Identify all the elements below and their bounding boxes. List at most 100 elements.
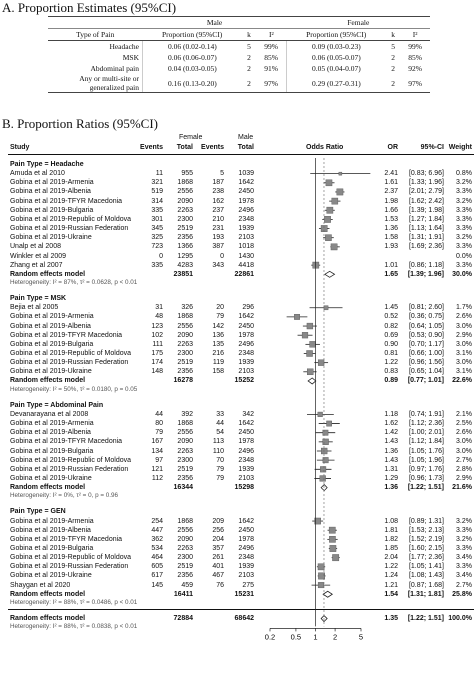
study-name: Gobina et al 2019-Bulgaria xyxy=(10,447,94,455)
events-male: 204 xyxy=(212,535,224,543)
pooled-or-value: 1.65 xyxy=(384,270,398,278)
ci-value: [1.00; 2.01] xyxy=(408,429,444,437)
study-name: Gobina et al 2019-Ukraine xyxy=(10,572,92,580)
events-female: 617 xyxy=(151,572,163,580)
study-marker xyxy=(319,475,326,482)
x-tick-label: 1 xyxy=(313,632,317,641)
study-marker xyxy=(314,517,321,525)
ci-value: [0.87; 1.68] xyxy=(408,581,444,589)
events-male: 187 xyxy=(212,179,224,187)
ci-value: [1.27; 1.84] xyxy=(408,215,444,223)
odds-ratio-value: 1.36 xyxy=(384,447,398,455)
study-marker xyxy=(306,350,313,357)
events-female: 723 xyxy=(151,243,163,251)
ci-value: [1.05; 1.76] xyxy=(408,447,444,455)
pooled-diamond xyxy=(322,590,334,598)
odds-ratio-value: 1.82 xyxy=(384,535,398,543)
pooled-ci-value: [0.77; 1.01] xyxy=(407,377,444,385)
pooled-diamond xyxy=(307,377,317,385)
events-female: 167 xyxy=(151,438,163,446)
pooled-or-value: 1.36 xyxy=(384,484,398,492)
pooled-or-value: 1.54 xyxy=(384,590,398,598)
odds-ratio-value: 0.52 xyxy=(384,313,398,321)
odds-ratio-value: 1.21 xyxy=(384,581,398,589)
pooled-label: Random effects model xyxy=(10,377,86,385)
study-name: Gobina et al 2019-Republic of Moldova xyxy=(10,215,132,223)
male-proportion-cell: 0.04 (0.03-0.05) xyxy=(141,63,242,74)
col-male-prop-header: Proportion (95%CI) xyxy=(142,28,242,41)
study-marker xyxy=(336,188,344,196)
total-male: 1978 xyxy=(238,197,254,205)
pooled-total-female: 16278 xyxy=(173,377,193,385)
ci-value: [0.36; 0.75] xyxy=(408,313,444,321)
study-name: Gobina et al 2019-Ukraine xyxy=(10,474,92,482)
events-male: 119 xyxy=(212,359,224,367)
pooled-total-female: 72884 xyxy=(173,615,193,623)
pooled-label: Random effects model xyxy=(10,484,86,492)
female-i2-cell: 97% xyxy=(400,74,430,93)
male-i2-cell: 97% xyxy=(256,74,287,93)
total-female: 955 xyxy=(181,170,193,178)
events-female: 174 xyxy=(151,359,163,367)
weight-value: 3.4% xyxy=(456,554,472,562)
pooled-weight-value: 25.8% xyxy=(452,590,472,598)
total-male: 1039 xyxy=(238,170,254,178)
study-name: Gobina et al 2019-Armenia xyxy=(10,313,94,321)
total-male: 1939 xyxy=(238,359,254,367)
x-tick-label: 0.5 xyxy=(291,632,301,641)
proportion-estimates-table: Male Female Type of Pain Proportion (95%… xyxy=(48,16,430,93)
header-events-f: Events xyxy=(140,144,163,151)
study-name: Gobina et al 2019-Albenia xyxy=(10,526,91,534)
events-male: 237 xyxy=(212,206,224,214)
x-tick-label: 0.2 xyxy=(265,632,275,641)
ci-value: [1.31; 1.91] xyxy=(408,234,444,242)
ci-value: [0.53; 0.90] xyxy=(408,331,444,339)
events-male: 110 xyxy=(212,447,224,455)
male-i2-cell: 85% xyxy=(264,53,279,62)
male-k-cell: 5 xyxy=(247,42,251,51)
study-marker xyxy=(329,545,337,552)
total-female: 392 xyxy=(181,410,193,418)
table-row: Any or multi-site or generalized pain 0.1… xyxy=(48,74,430,93)
events-female: 31 xyxy=(155,304,163,312)
total-female: 2090 xyxy=(177,331,193,339)
events-female: 254 xyxy=(151,517,163,525)
events-male: 209 xyxy=(212,517,224,525)
study-marker xyxy=(328,526,336,534)
total-male: 1642 xyxy=(238,313,254,321)
weight-value: 3.3% xyxy=(456,188,472,196)
weight-value: 3.3% xyxy=(456,225,472,233)
group-label: Pain Type = GEN xyxy=(10,508,66,516)
header-total-m: Total xyxy=(237,144,254,151)
total-female: 2263 xyxy=(177,340,193,348)
events-male: 238 xyxy=(212,188,224,196)
female-k-cell: 2 xyxy=(391,53,395,62)
total-male: 296 xyxy=(242,304,254,312)
weight-value: 3.0% xyxy=(456,322,472,330)
pooled-ci-value: [1.39; 1.96] xyxy=(407,270,444,278)
total-female: 2556 xyxy=(177,322,193,330)
header-or: OR xyxy=(387,144,399,151)
total-female: 2519 xyxy=(177,465,193,473)
header-odds-ratio: Odds Ratio xyxy=(306,144,344,151)
pooled-ci-value: [1.31; 1.81] xyxy=(407,590,444,598)
study-name: Gobina et al 2019-Russian Federation xyxy=(10,563,129,571)
weight-value: 3.1% xyxy=(456,350,472,357)
odds-ratio-value: 0.81 xyxy=(384,350,398,357)
weight-value: 3.3% xyxy=(456,545,472,552)
events-male: 79 xyxy=(216,474,224,482)
events-male: 158 xyxy=(212,368,224,376)
total-male: 1642 xyxy=(238,420,254,428)
study-marker xyxy=(332,554,340,562)
events-female: 148 xyxy=(151,368,163,376)
events-male: 33 xyxy=(216,410,224,418)
ci-value: [0.70; 1.17] xyxy=(408,340,444,348)
study-marker xyxy=(338,171,343,176)
study-marker xyxy=(331,197,339,205)
total-female: 1295 xyxy=(177,252,193,260)
total-female: 4283 xyxy=(177,261,193,269)
pooled-weight-value: 22.6% xyxy=(452,377,472,385)
total-female: 2356 xyxy=(177,474,193,482)
total-female: 1868 xyxy=(177,179,193,187)
x-tick-label: 2 xyxy=(333,632,337,641)
